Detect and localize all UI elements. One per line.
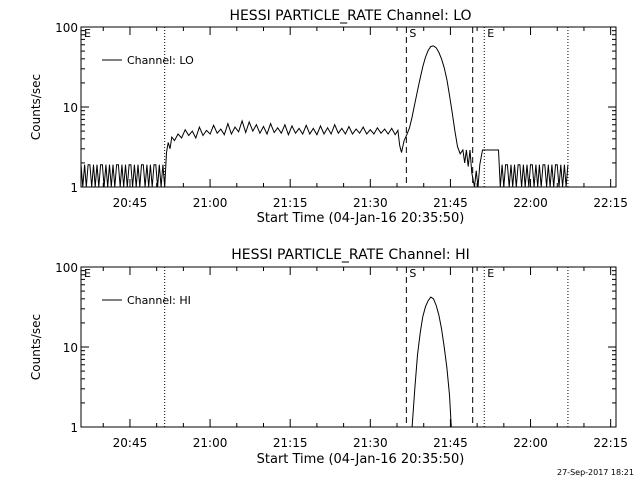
legend: Channel: LO <box>102 54 194 67</box>
plot-frame <box>80 266 617 428</box>
x-tick-label: 21:00 <box>193 436 228 450</box>
plot-frame <box>80 26 617 188</box>
y-tick-label: 10 <box>63 101 78 115</box>
footer-timestamp: 27-Sep-2017 18:21 <box>557 468 634 477</box>
legend-label: Channel: LO <box>127 54 194 67</box>
x-tick-label: 21:30 <box>353 436 388 450</box>
series-line <box>80 45 569 188</box>
legend: Channel: HI <box>102 294 191 307</box>
legend-label: Channel: HI <box>127 294 191 307</box>
marker-flag: E <box>487 267 494 280</box>
marker-flag: E <box>84 267 91 280</box>
x-tick-label: 21:15 <box>273 436 308 450</box>
lo-channel-panel: HESSI PARTICLE_RATE Channel: LO 20:45 21:0… <box>29 8 628 226</box>
marker-flag: S <box>409 267 416 280</box>
x-tick-label: 21:15 <box>273 196 308 210</box>
x-tick-label: 22:15 <box>593 196 628 210</box>
y-axis-label: Counts/sec <box>29 74 43 140</box>
series-line <box>411 296 452 428</box>
marker-flag: E <box>487 27 494 40</box>
y-tick-label: 10 <box>63 341 78 355</box>
x-tick-label: 20:45 <box>113 196 148 210</box>
marker-flag: S <box>409 27 416 40</box>
x-tick-label: 22:00 <box>513 436 548 450</box>
chart-title: HESSI PARTICLE_RATE Channel: LO <box>229 8 471 24</box>
chart-title: HESSI PARTICLE_RATE Channel: HI <box>231 247 469 263</box>
x-tick-label: 21:45 <box>433 436 468 450</box>
x-axis-label: Start Time (04-Jan-16 20:35:50) <box>257 211 465 226</box>
x-axis-label: Start Time (04-Jan-16 20:35:50) <box>257 452 465 467</box>
x-tick-label: 22:15 <box>593 436 628 450</box>
y-tick-label: 100 <box>55 261 78 275</box>
y-tick-label: 100 <box>55 21 78 35</box>
y-axis-label: Counts/sec <box>29 314 43 380</box>
x-tick-label: 20:45 <box>113 436 148 450</box>
x-tick-label: 21:30 <box>353 196 388 210</box>
hi-channel-panel: HESSI PARTICLE_RATE Channel: HI 20:45 21:0… <box>29 247 628 467</box>
x-tick-label: 21:45 <box>433 196 468 210</box>
x-tick-label: 22:00 <box>513 196 548 210</box>
x-tick-label: 21:00 <box>193 196 228 210</box>
y-tick-label: 1 <box>70 181 78 195</box>
marker-flag: E <box>84 27 91 40</box>
y-tick-label: 1 <box>70 421 78 435</box>
